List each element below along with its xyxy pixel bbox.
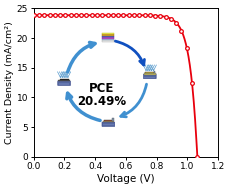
- Text: 20.49%: 20.49%: [76, 95, 125, 108]
- X-axis label: Voltage (V): Voltage (V): [97, 174, 154, 184]
- Point: [121, 14, 125, 17]
- Point: [158, 15, 161, 18]
- Point: [131, 14, 135, 17]
- Point: [195, 155, 198, 158]
- Text: PCE: PCE: [88, 82, 114, 95]
- Point: [147, 14, 151, 17]
- Point: [95, 14, 98, 17]
- Point: [168, 17, 172, 20]
- Point: [32, 14, 35, 17]
- Point: [111, 14, 114, 17]
- Point: [126, 14, 130, 17]
- Point: [163, 15, 167, 18]
- Point: [68, 14, 72, 17]
- Point: [58, 14, 62, 17]
- Y-axis label: Current Density (mA/cm²): Current Density (mA/cm²): [5, 21, 14, 144]
- Point: [100, 14, 104, 17]
- Point: [179, 29, 183, 32]
- Point: [79, 14, 83, 17]
- Point: [37, 14, 41, 17]
- Point: [90, 14, 93, 17]
- Point: [63, 14, 67, 17]
- Point: [53, 14, 56, 17]
- Point: [84, 14, 88, 17]
- Point: [137, 14, 140, 17]
- Point: [184, 46, 188, 49]
- Point: [42, 14, 46, 17]
- Point: [142, 14, 146, 17]
- Point: [116, 14, 120, 17]
- Point: [153, 14, 156, 17]
- Point: [47, 14, 51, 17]
- Point: [189, 81, 193, 84]
- Point: [174, 21, 177, 24]
- Point: [74, 14, 77, 17]
- Point: [105, 14, 109, 17]
